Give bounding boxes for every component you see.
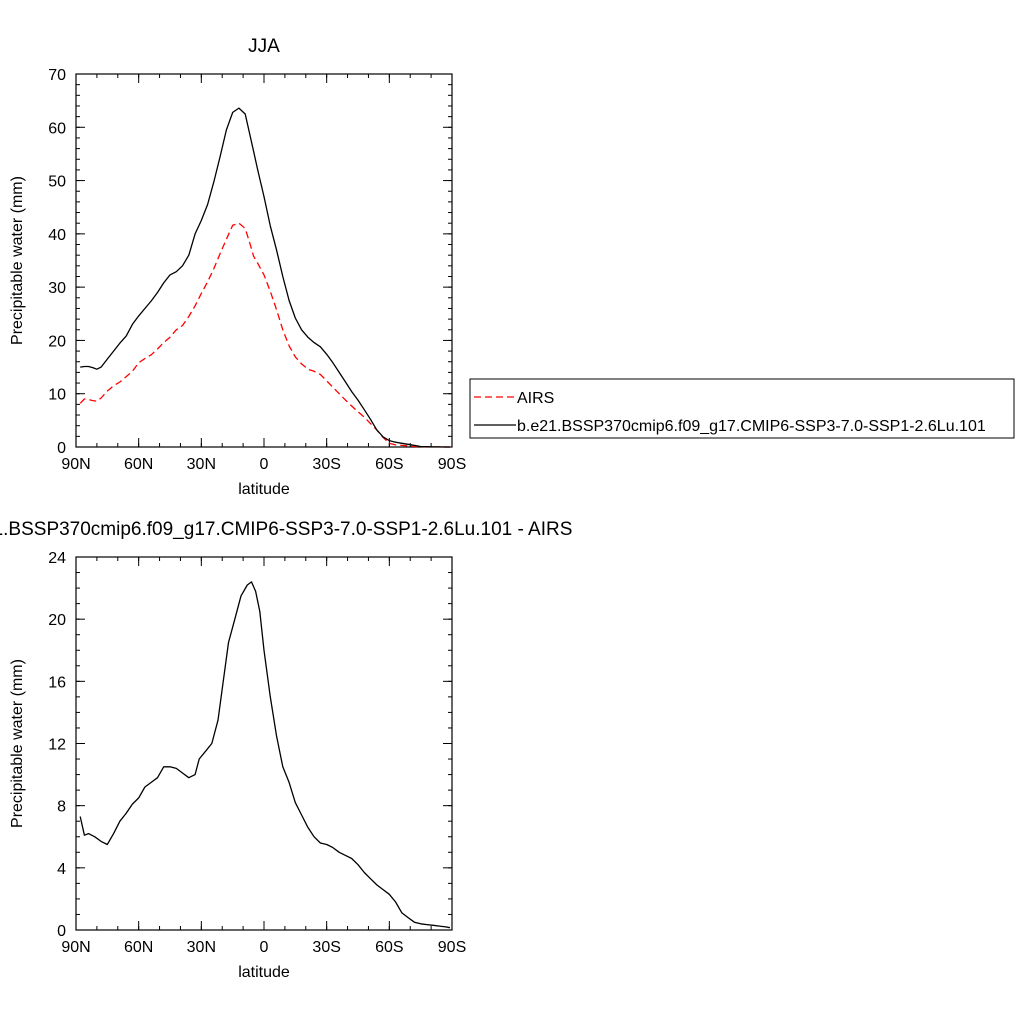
y-tick-label: 4 bbox=[57, 861, 66, 878]
series-line-model bbox=[79, 581, 451, 929]
y-tick-label: 8 bbox=[57, 799, 66, 816]
x-tick-label: 90N bbox=[61, 939, 90, 956]
y-tick-label: 30 bbox=[48, 280, 66, 297]
x-tick-label: 90N bbox=[61, 456, 90, 473]
plot-frame bbox=[75, 73, 453, 448]
legend-label: AIRS bbox=[517, 390, 554, 407]
x-axis-label: latitude bbox=[238, 964, 290, 981]
x-tick-label: 60S bbox=[375, 939, 403, 956]
y-tick-label: 10 bbox=[48, 387, 66, 404]
x-tick-label: 0 bbox=[260, 939, 269, 956]
y-axis-label: Precipitable water (mm) bbox=[9, 659, 26, 828]
y-axis-label: Precipitable water (mm) bbox=[9, 176, 26, 345]
x-tick-label: 30N bbox=[187, 456, 216, 473]
y-tick-label: 0 bbox=[57, 923, 66, 940]
x-tick-label: 30N bbox=[187, 939, 216, 956]
y-tick-label: 20 bbox=[48, 333, 66, 350]
y-tick-label: 60 bbox=[48, 120, 66, 137]
x-axis-label: latitude bbox=[238, 481, 290, 498]
x-tick-label: 30S bbox=[312, 939, 340, 956]
chart-top: JJA 0 10 20 30 40 50 60 70 90N 60N 30N 0 30S 60S 90S lat… bbox=[9, 36, 466, 498]
chart-title: b.e21.BSSP370cmip6.f09_g17.CMIP6-SSP3-7.… bbox=[0, 519, 572, 540]
x-tick-label: 30S bbox=[312, 456, 340, 473]
y-tick-label: 16 bbox=[48, 674, 66, 691]
y-tick-label: 0 bbox=[57, 440, 66, 457]
legend-label: b.e21.BSSP370cmip6.f09_g17.CMIP6-SSP3-7.… bbox=[517, 418, 986, 435]
legend: AIRS b.e21.BSSP370cmip6.f09_g17.CMIP6-SSP… bbox=[469, 378, 1015, 439]
x-tick-label: 90S bbox=[438, 456, 466, 473]
x-tick-label: 0 bbox=[260, 456, 269, 473]
series-line-airs bbox=[79, 222, 450, 448]
x-tick-label: 90S bbox=[438, 939, 466, 956]
plot-frame bbox=[75, 556, 453, 931]
y-tick-label: 20 bbox=[48, 612, 66, 629]
y-tick-label: 24 bbox=[48, 550, 66, 567]
legend-box bbox=[469, 378, 1015, 439]
x-tick-label: 60N bbox=[124, 939, 153, 956]
y-tick-label: 50 bbox=[48, 174, 66, 191]
y-tick-label: 40 bbox=[48, 227, 66, 244]
y-tick-label: 70 bbox=[48, 67, 66, 84]
x-tick-label: 60S bbox=[375, 456, 403, 473]
y-tick-label: 12 bbox=[48, 737, 66, 754]
series-line-model bbox=[80, 107, 450, 448]
x-tick-label: 60N bbox=[124, 456, 153, 473]
chart-bottom: b.e21.BSSP370cmip6.f09_g17.CMIP6-SSP3-7.… bbox=[0, 519, 572, 981]
chart-title: JJA bbox=[248, 36, 280, 57]
